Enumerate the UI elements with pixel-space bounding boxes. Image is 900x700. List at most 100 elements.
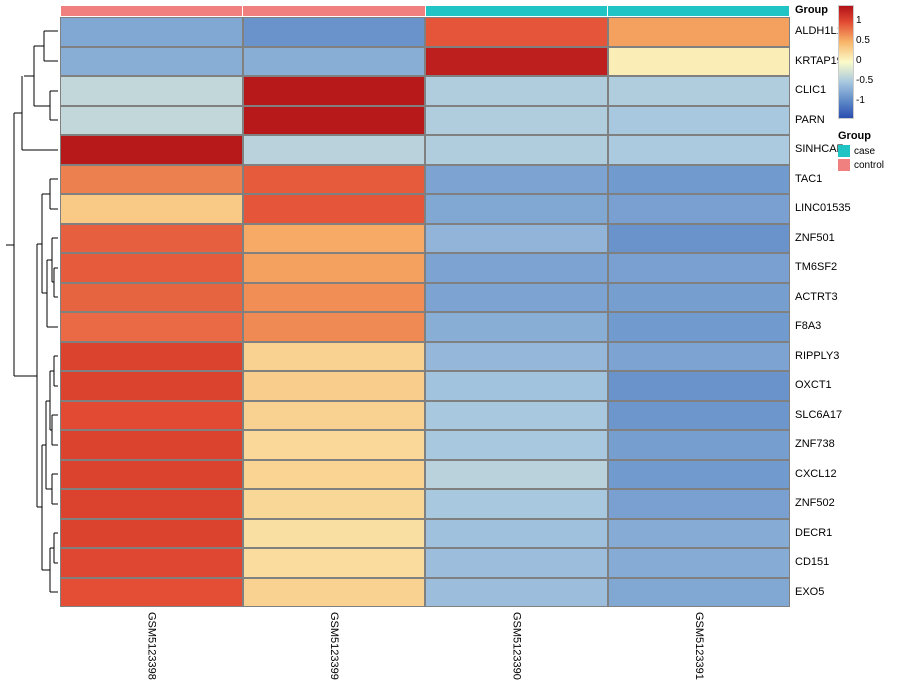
group-legend: Group casecontrol (838, 130, 884, 173)
heatmap-row (60, 283, 790, 313)
heatmap-cell (60, 401, 243, 431)
column-label: GSM5123398 (60, 612, 243, 692)
colorbar-tick: -1 (856, 95, 865, 106)
heatmap-cell (60, 371, 243, 401)
heatmap-cell (60, 253, 243, 283)
heatmap-cell (60, 578, 243, 608)
column-label: GSM5123399 (243, 612, 426, 692)
heatmap-cell (425, 135, 608, 165)
row-label: DECR1 (795, 519, 853, 549)
group-cell (243, 6, 425, 16)
row-label: RIPPLY3 (795, 342, 853, 372)
heatmap-cell (608, 489, 791, 519)
heatmap-cell (425, 371, 608, 401)
heatmap-row (60, 401, 790, 431)
heatmap-cell (60, 548, 243, 578)
group-cell (608, 6, 789, 16)
heatmap-row (60, 460, 790, 490)
heatmap-cell (608, 401, 791, 431)
legend-swatch (838, 145, 850, 157)
heatmap-row (60, 489, 790, 519)
heatmap-cell (608, 17, 791, 47)
heatmap-row (60, 106, 790, 136)
heatmap-cell (425, 47, 608, 77)
heatmap-cell (425, 17, 608, 47)
heatmap-cell (243, 106, 426, 136)
heatmap-cell (243, 401, 426, 431)
heatmap-cell (243, 460, 426, 490)
row-label: ZNF501 (795, 224, 853, 254)
heatmap-cell (60, 194, 243, 224)
heatmap-cell (425, 283, 608, 313)
row-label: ACTRT3 (795, 283, 853, 313)
heatmap-cell (608, 76, 791, 106)
heatmap-cell (243, 312, 426, 342)
heatmap-cell (60, 135, 243, 165)
heatmap-cell (243, 224, 426, 254)
heatmap-cell (243, 548, 426, 578)
heatmap-cell (608, 460, 791, 490)
heatmap-cell (60, 76, 243, 106)
heatmap-cell (60, 165, 243, 195)
row-label: SLC6A17 (795, 401, 853, 431)
heatmap-cell (60, 106, 243, 136)
colorbar-tick: 0 (856, 55, 862, 66)
heatmap-cell (425, 460, 608, 490)
heatmap-row (60, 578, 790, 608)
heatmap-cell (243, 342, 426, 372)
heatmap-cell (425, 548, 608, 578)
heatmap-cell (608, 47, 791, 77)
heatmap-cell (425, 401, 608, 431)
colorbar (838, 5, 854, 119)
heatmap-cell (608, 283, 791, 313)
heatmap-cell (608, 342, 791, 372)
heatmap-row (60, 430, 790, 460)
row-label: TM6SF2 (795, 253, 853, 283)
heatmap-row (60, 224, 790, 254)
heatmap-body (60, 17, 790, 607)
column-label: GSM5123391 (608, 612, 791, 692)
group-annotation-label: Group (795, 4, 828, 16)
heatmap-cell (243, 519, 426, 549)
row-label: F8A3 (795, 312, 853, 342)
heatmap-cell (608, 548, 791, 578)
heatmap-cell (60, 312, 243, 342)
row-label: CXCL12 (795, 460, 853, 490)
heatmap-cell (425, 430, 608, 460)
colorbar-tick: -0.5 (856, 75, 873, 86)
row-label: CD151 (795, 548, 853, 578)
heatmap-cell (60, 460, 243, 490)
row-label: ZNF502 (795, 489, 853, 519)
heatmap-cell (425, 312, 608, 342)
heatmap-cell (60, 519, 243, 549)
row-label: EXO5 (795, 578, 853, 608)
legend-swatch (838, 159, 850, 171)
heatmap-cell (425, 519, 608, 549)
heatmap-row (60, 47, 790, 77)
legend-label: control (854, 160, 884, 171)
heatmap-row (60, 165, 790, 195)
heatmap-cell (425, 342, 608, 372)
row-label: LINC01535 (795, 194, 853, 224)
heatmap-cell (243, 578, 426, 608)
heatmap-row (60, 342, 790, 372)
heatmap-row (60, 371, 790, 401)
heatmap-cell (243, 371, 426, 401)
heatmap-row (60, 519, 790, 549)
column-label: GSM5123390 (425, 612, 608, 692)
heatmap-cell (60, 283, 243, 313)
heatmap-cell (60, 224, 243, 254)
heatmap-cell (243, 76, 426, 106)
group-annotation-row (60, 5, 790, 17)
group-cell (426, 6, 608, 16)
heatmap-cell (243, 165, 426, 195)
heatmap-cell (608, 312, 791, 342)
heatmap-cell (608, 578, 791, 608)
heatmap-cell (60, 342, 243, 372)
heatmap-cell (425, 76, 608, 106)
heatmap-cell (425, 224, 608, 254)
heatmap-cell (60, 47, 243, 77)
heatmap-row (60, 548, 790, 578)
heatmap-cell (608, 224, 791, 254)
legend-item: control (838, 159, 884, 171)
